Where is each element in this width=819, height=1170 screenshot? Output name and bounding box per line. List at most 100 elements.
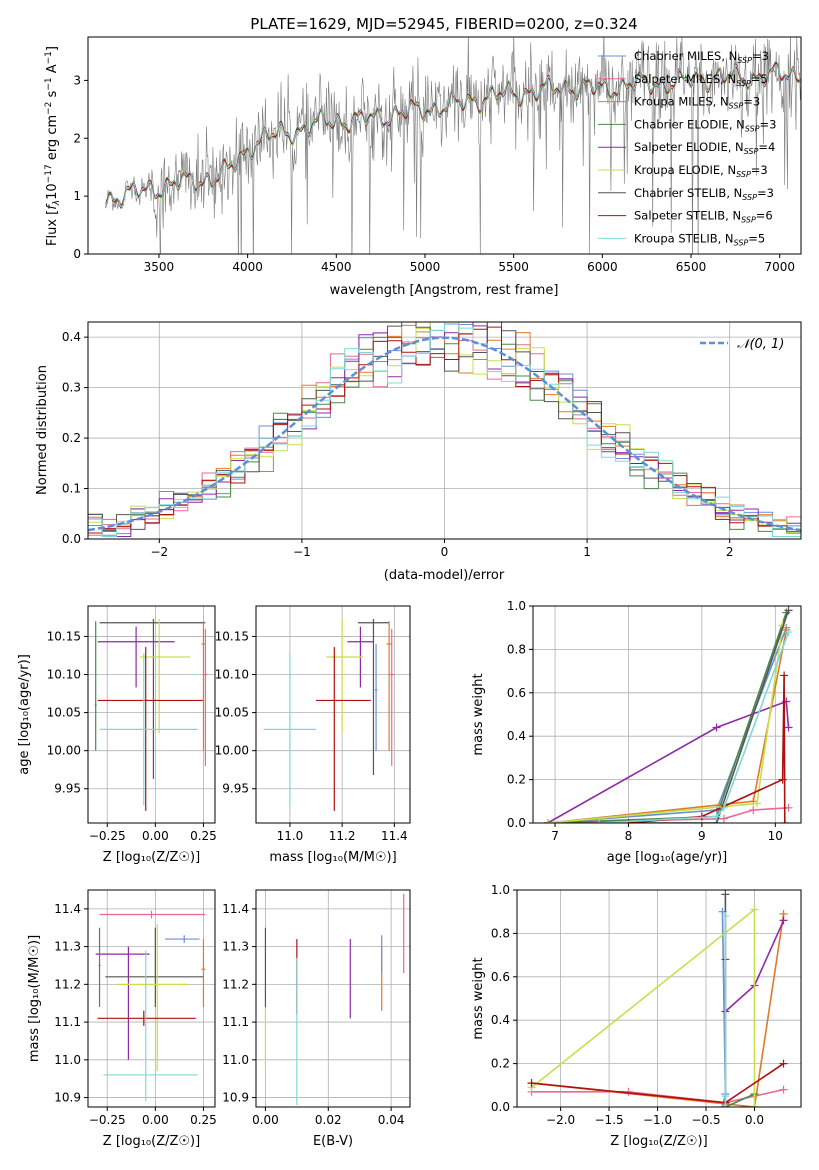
model-line-kroupa_stelib: [105, 64, 801, 208]
y-axis-label: age [log₁₀(age/yr)]: [17, 654, 32, 775]
residual-plot-area: [88, 322, 801, 537]
age-vs-metallicity-panel: −0.25 0.00 0.25 9.95 10.00 10.05 10.10 10.15 Z […: [17, 605, 217, 865]
plot-marks: [94, 618, 208, 811]
x-tick-label: 9: [698, 829, 706, 843]
residual-x-tick-label: −2: [150, 545, 168, 559]
legend-label-count: =3: [743, 95, 760, 109]
plot-marks: [263, 618, 395, 811]
weight-marker-salpeter_stelib: [624, 819, 633, 823]
x-tick-label: 0.25: [190, 1113, 217, 1127]
mass-weight-vs-age-panel: 7 8 9 10 0.0 0.2 0.4 0.6 0.8 1.0 age [log₁₀(age/yr…: [471, 599, 802, 865]
weight-marker-kroupa_stelib: [721, 912, 730, 921]
legend-label-text: Kroupa MILES, N: [634, 95, 729, 109]
legend-label-subscript: SSP: [737, 56, 752, 65]
legend-label-count: =3: [757, 186, 774, 200]
spectrum-x-tick-label: 5500: [498, 260, 529, 274]
x-tick-label: 11.0: [277, 829, 304, 843]
spectrum-x-tick-label: 5000: [410, 260, 441, 274]
weight-marker-salpeter_stelib: [778, 775, 787, 784]
residual-x-tick-label: −1: [293, 545, 311, 559]
weight-marker-salpeter_miles: [749, 805, 758, 814]
legend-label-count: =4: [758, 140, 775, 154]
x-tick-label: −0.25: [89, 1113, 126, 1127]
x-tick-label: 8: [625, 829, 633, 843]
legend-label-salpeter_miles: Salpeter MILES, NSSP=5: [634, 72, 768, 88]
x-axis-label: Z [log₁₀(Z/Z☉)]: [103, 850, 200, 865]
y-tick-label: 10.10: [215, 668, 249, 682]
legend-label-text: Salpeter MILES, N: [634, 72, 736, 86]
legend-label-subscript: SSP: [742, 193, 757, 202]
weight-line-kroupa_stelib: [599, 631, 790, 823]
x-tick-label: 0.00: [252, 1113, 279, 1127]
x-tick-label: 0.04: [378, 1113, 405, 1127]
residual-y-tick-label: 0.0: [62, 532, 81, 546]
x-tick-label: 10: [768, 829, 783, 843]
x-tick-label: 0.25: [190, 829, 217, 843]
y-tick-label: 10.15: [47, 629, 81, 643]
y-tick-label: 11.2: [54, 977, 81, 991]
x-axis-label: mass [log₁₀(M/M☉)]: [269, 850, 396, 865]
y-tick-label: 0.0: [507, 816, 526, 830]
spectrum-x-tick-label: 4500: [321, 260, 352, 274]
legend-label-subscript: SSP: [744, 147, 759, 156]
axes-frame: [255, 605, 411, 824]
y-tick-label: 1.0: [507, 599, 526, 613]
y-tick-label: 11.1: [222, 1015, 249, 1029]
x-tick-label: −0.5: [691, 1113, 720, 1127]
spectrum-y-tick-label: 1: [73, 189, 81, 203]
residual-x-tick-label: 2: [726, 545, 734, 559]
spectrum-panel: PLATE=1629, MJD=52945, FIBERID=0200, z=0…: [44, 15, 802, 298]
age-vs-mass-panel: 11.0 11.2 11.4 9.95 10.00 10.05 10.10 10.15 mass…: [215, 605, 411, 865]
x-axis-label: Z [log₁₀(Z/Z☉)]: [103, 1134, 200, 1149]
axes-frame: [87, 605, 216, 824]
y-axis-label: mass [log₁₀(M/M☉)]: [27, 935, 42, 1062]
spectrum-y-ticks: 0 1 2 3: [73, 73, 88, 261]
y-tick-label: 0.2: [491, 1057, 510, 1071]
y-tick-label: 1.0: [491, 883, 510, 897]
weight-marker-salpeter_elodie: [712, 723, 721, 732]
legend-label-subscript: SSP: [745, 124, 760, 133]
weight-marker-kroupa_elodie: [750, 1103, 759, 1107]
spectrum-x-tick-label: 7000: [764, 260, 795, 274]
plot-marks: [543, 606, 793, 823]
mass-weight-vs-metallicity-panel: −2.0 −1.5 −1.0 −0.5 0.0 0.0 0.2 0.4 0.6 0.8 1.0 Z […: [471, 883, 802, 1149]
y-tick-label: 10.00: [47, 744, 81, 758]
y-axis-label: mass weight: [471, 673, 486, 755]
y-tick-label: 11.3: [222, 940, 249, 954]
normal-curve-line: [88, 336, 801, 532]
legend-label-subscript: SSP: [734, 238, 749, 247]
x-tick-label: 0.02: [315, 1113, 342, 1127]
weight-marker-salpeter_elodie: [779, 916, 788, 925]
y-tick-label: 0.0: [491, 1100, 510, 1114]
normal-curve-legend-label: 𝒩(0, 1): [737, 337, 784, 352]
weight-marker-salpeter_stelib: [779, 1059, 788, 1068]
x-axis-label: age [log₁₀(age/yr)]: [607, 850, 728, 865]
weight-marker-kroupa_stelib: [721, 1092, 730, 1101]
legend-label-salpeter_stelib: Salpeter STELIB, NSSP=6: [634, 209, 773, 225]
x-axis-label: Z [log₁₀(Z/Z☉)]: [610, 1134, 707, 1149]
weight-marker-kroupa_elodie: [750, 905, 759, 914]
y-tick-label: 11.2: [222, 977, 249, 991]
spectrum-x-axis-label: wavelength [Angstrom, rest frame]: [330, 283, 559, 298]
spectrum-x-tick-label: 3500: [144, 260, 175, 274]
y-tick-label: 11.1: [54, 1015, 81, 1029]
weight-marker-chabrier_stelib: [721, 890, 730, 899]
residual-x-tick-label: 0: [441, 545, 449, 559]
y-axis-label: mass weight: [471, 957, 486, 1039]
axes-frame: [516, 889, 802, 1108]
axes-frame: [532, 605, 802, 824]
legend-label-kroupa_elodie: Kroupa ELODIE, NSSP=3: [634, 163, 768, 179]
x-tick-label: 7: [551, 829, 559, 843]
legend-label-count: =5: [751, 72, 768, 86]
weight-marker-kroupa_elodie: [543, 819, 552, 823]
y-tick-label: 0.4: [491, 1013, 510, 1027]
mass-vs-metallicity-panel: −0.25 0.00 0.25 10.9 11.0 11.1 11.2 11.3 11.4 Z […: [27, 889, 217, 1149]
legend-label-subscript: SSP: [736, 79, 751, 88]
legend-label-text: Kroupa STELIB, N: [634, 231, 734, 245]
y-tick-label: 11.0: [54, 1053, 81, 1067]
y-tick-label: 9.95: [222, 782, 249, 796]
legend-label-kroupa_stelib: Kroupa STELIB, NSSP=5: [634, 231, 765, 247]
plot-marks: [95, 910, 206, 1102]
histogram-salpeter_stelib: [88, 326, 801, 537]
